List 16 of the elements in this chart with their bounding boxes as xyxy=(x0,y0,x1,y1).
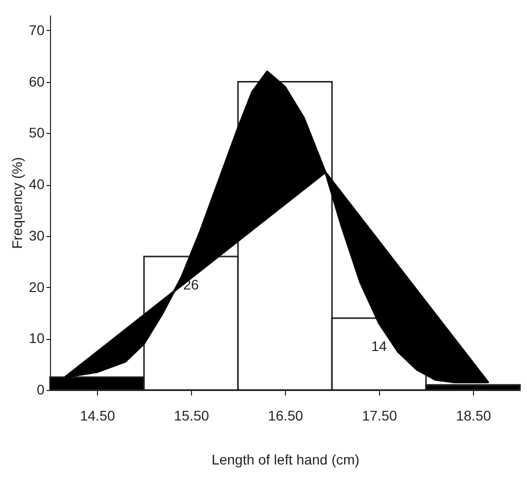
y-tick-label: 50 xyxy=(28,124,45,141)
x-axis-title: Length of left hand (cm) xyxy=(212,452,360,468)
y-tick-label: 20 xyxy=(28,278,45,295)
y-tick-label: 40 xyxy=(28,176,45,192)
y-tick-label: 70 xyxy=(28,22,45,38)
y-tick-label: 10 xyxy=(28,330,45,346)
x-tick-label: 14.50 xyxy=(80,408,116,424)
y-tick-label: 60 xyxy=(28,73,45,90)
x-tick-label: 15.50 xyxy=(174,408,210,424)
data-label: 14 xyxy=(371,338,387,354)
y-tick-label: 30 xyxy=(28,227,45,244)
x-tick-label: 17.50 xyxy=(362,408,398,424)
x-tick-label: 16.50 xyxy=(268,408,304,424)
y-axis-title: Frequency (%) xyxy=(8,157,25,249)
x-tick-label: 18.50 xyxy=(456,408,492,424)
y-tick-label: 0 xyxy=(36,382,45,398)
